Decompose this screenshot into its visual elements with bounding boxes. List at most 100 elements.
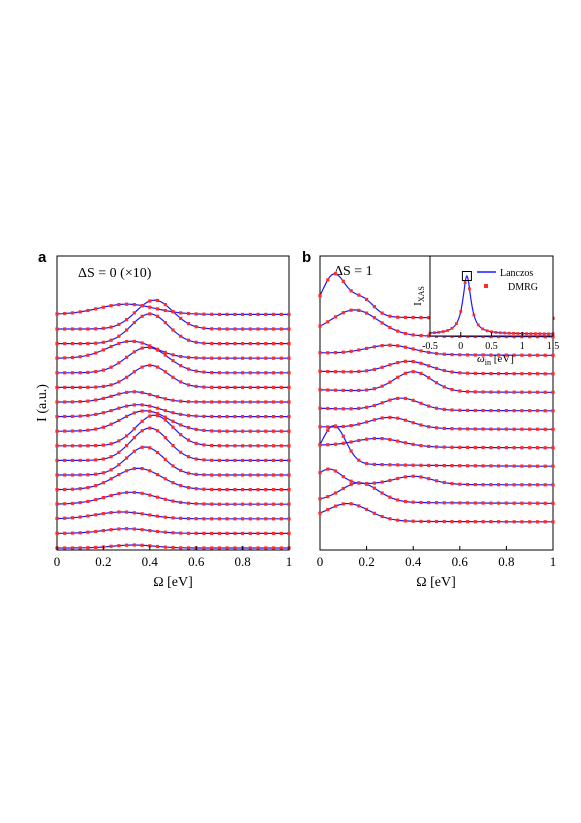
- panel-b-marker: [481, 483, 485, 487]
- panel-b-marker: [497, 390, 501, 394]
- panel-a-marker: [125, 375, 129, 379]
- panel-a-marker: [217, 517, 221, 521]
- panel-a-marker: [63, 400, 67, 404]
- inset-marker: [490, 330, 493, 334]
- panel-a-marker: [140, 491, 144, 495]
- panel-a-series-line: [57, 404, 289, 418]
- panel-b-marker: [411, 333, 415, 337]
- panel-b-marker: [520, 409, 524, 413]
- panel-a-marker: [55, 356, 59, 360]
- panel-a-marker: [186, 413, 191, 418]
- panel-b-marker: [466, 501, 470, 505]
- panel-b-x-ticks: 0 0.2 0.4 0.6 0.8 1: [317, 546, 556, 569]
- panel-b-marker: [396, 396, 400, 400]
- panel-a-marker: [287, 502, 291, 506]
- panel-b-marker: [543, 390, 547, 394]
- panel-a-marker: [210, 371, 214, 375]
- panel-a-marker: [225, 327, 229, 331]
- panel-a-marker: [148, 493, 152, 497]
- panel-a-marker: [78, 414, 82, 418]
- panel-a-marker: [148, 426, 152, 430]
- panel-a-marker: [171, 444, 175, 448]
- panel-a-marker: [225, 429, 229, 433]
- panel-b-marker: [403, 463, 407, 467]
- panel-a-marker: [202, 312, 206, 316]
- panel-b-marker: [341, 311, 345, 315]
- panel-b-marker: [427, 334, 431, 338]
- panel-a-marker: [125, 339, 129, 344]
- panel-a-marker: [148, 299, 152, 303]
- panel-b-series-line: [319, 503, 554, 523]
- panel-a-marker: [86, 341, 90, 346]
- panel-a-marker: [279, 371, 283, 375]
- panel-a-marker: [264, 342, 268, 346]
- panel-a-marker: [202, 531, 206, 535]
- panel-b-marker: [520, 372, 524, 376]
- panel-a-marker: [171, 310, 175, 314]
- panel-b-marker: [473, 445, 477, 450]
- panel-a-marker: [86, 530, 90, 534]
- panel-b-marker: [481, 445, 485, 450]
- panel-b-marker: [481, 501, 485, 505]
- panel-a-marker: [94, 529, 98, 534]
- panel-b-marker: [520, 446, 524, 450]
- panel-b-marker: [365, 369, 369, 373]
- panel-b-marker: [535, 464, 540, 468]
- panel-b-marker: [458, 389, 462, 393]
- panel-a: a ΔS = 0 (×10) 0 0.2 0.4 0.6 0.8 1 Ω [eV] I (…: [35, 249, 292, 590]
- panel-b-marker: [528, 520, 532, 524]
- inset-marker: [476, 323, 480, 327]
- panel-b-marker: [403, 418, 407, 422]
- panel-b-marker: [543, 427, 547, 431]
- panel-a-marker: [148, 363, 152, 367]
- panel-a-marker: [163, 321, 167, 325]
- panel-b-marker: [450, 445, 454, 449]
- panel-b-marker: [372, 403, 376, 408]
- panel-b-marker: [403, 331, 407, 336]
- panel-b-marker: [497, 409, 501, 413]
- panel-a-marker: [264, 502, 268, 506]
- panel-b-marker: [535, 427, 540, 431]
- panel-a-marker: [171, 353, 175, 357]
- panel-a-marker: [140, 528, 144, 532]
- panel-b-marker: [372, 436, 376, 441]
- panel-b-marker: [543, 372, 547, 376]
- panel-a-marker: [233, 531, 237, 535]
- inset-x-tick-label: 0.5: [485, 341, 498, 352]
- panel-b-marker: [388, 343, 392, 347]
- panel-b-marker: [434, 351, 439, 356]
- panel-a-marker: [125, 469, 129, 473]
- panel-a-marker: [109, 477, 113, 481]
- panel-b-marker: [497, 372, 501, 376]
- panel-a-marker: [225, 400, 229, 404]
- panel-b-marker: [489, 483, 493, 487]
- inset-marker: [433, 331, 436, 335]
- panel-a-marker: [256, 546, 260, 550]
- panel-b-marker: [380, 384, 384, 388]
- panel-b-marker: [372, 305, 376, 309]
- panel-a-marker: [279, 458, 283, 462]
- panel-a-marker: [63, 327, 67, 331]
- panel-a-marker: [225, 385, 229, 389]
- panel-a-marker: [78, 546, 82, 550]
- panel-a-marker: [248, 400, 252, 404]
- panel-a-marker: [125, 390, 129, 394]
- panel-b-marker: [458, 427, 462, 431]
- panel-b-x-tick-label: 0.2: [358, 554, 374, 569]
- panel-a-marker: [163, 350, 167, 354]
- panel-a-marker: [179, 334, 183, 338]
- inset-marker: [441, 330, 445, 333]
- panel-b-marker: [349, 289, 353, 293]
- panel-a-marker: [179, 450, 183, 454]
- panel-a-marker: [179, 364, 183, 368]
- panel-a-marker: [241, 473, 245, 477]
- panel-a-marker: [202, 356, 206, 360]
- panel-b-marker: [411, 360, 415, 364]
- panel-b-marker: [504, 520, 508, 524]
- panel-a-marker: [125, 328, 129, 332]
- panel-a-marker: [287, 342, 291, 346]
- panel-a-marker: [271, 473, 276, 477]
- panel-a-marker: [148, 404, 152, 408]
- panel-a-marker: [241, 488, 245, 492]
- panel-a-marker: [163, 418, 167, 422]
